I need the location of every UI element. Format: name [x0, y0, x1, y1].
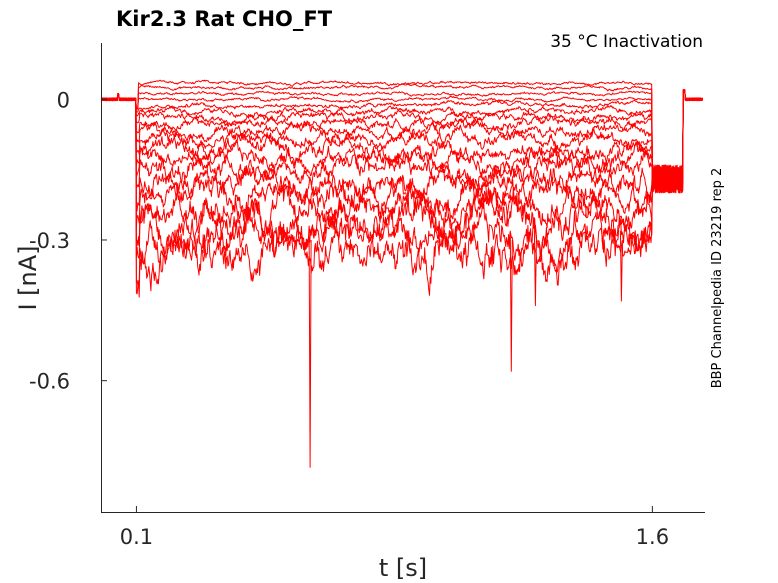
sweep-trace — [100, 83, 704, 194]
y-axis-label: I [nA] — [14, 245, 42, 310]
current-traces — [100, 79, 704, 468]
y-tick-label: 0 — [57, 88, 70, 112]
x-axis-label: t [s] — [379, 554, 427, 582]
channelpedia-id-label: BBP Channelpedia ID 23219 rep 2 — [710, 168, 725, 389]
y-axis-ticks: 0 -0.3 -0.6 — [29, 88, 107, 394]
sweep-trace — [100, 79, 704, 194]
sweep-trace — [100, 89, 703, 194]
current-spike — [509, 230, 513, 372]
y-tick-label: -0.3 — [29, 229, 70, 253]
current-spike — [619, 230, 623, 302]
sweep-trace — [100, 89, 703, 193]
sweep-trace — [100, 89, 704, 194]
sweep-trace — [100, 89, 704, 193]
sweep-trace — [101, 89, 704, 298]
x-tick-label: 1.6 — [636, 525, 669, 549]
sweep-trace — [100, 89, 703, 193]
chart-subtitle: 35 °C Inactivation — [550, 32, 703, 52]
sweep-trace — [100, 89, 704, 194]
chart-title: Kir2.3 Rat CHO_FT — [116, 7, 333, 31]
y-tick-label: -0.6 — [29, 370, 70, 394]
sweep-trace — [100, 89, 703, 228]
current-spike — [533, 230, 537, 307]
current-spike — [308, 230, 312, 468]
x-axis-ticks: 0.1 1.6 — [120, 506, 669, 549]
x-tick-label: 0.1 — [120, 525, 153, 549]
sweep-trace — [100, 89, 703, 194]
sweep-trace — [101, 89, 704, 195]
sweep-trace — [100, 89, 703, 194]
